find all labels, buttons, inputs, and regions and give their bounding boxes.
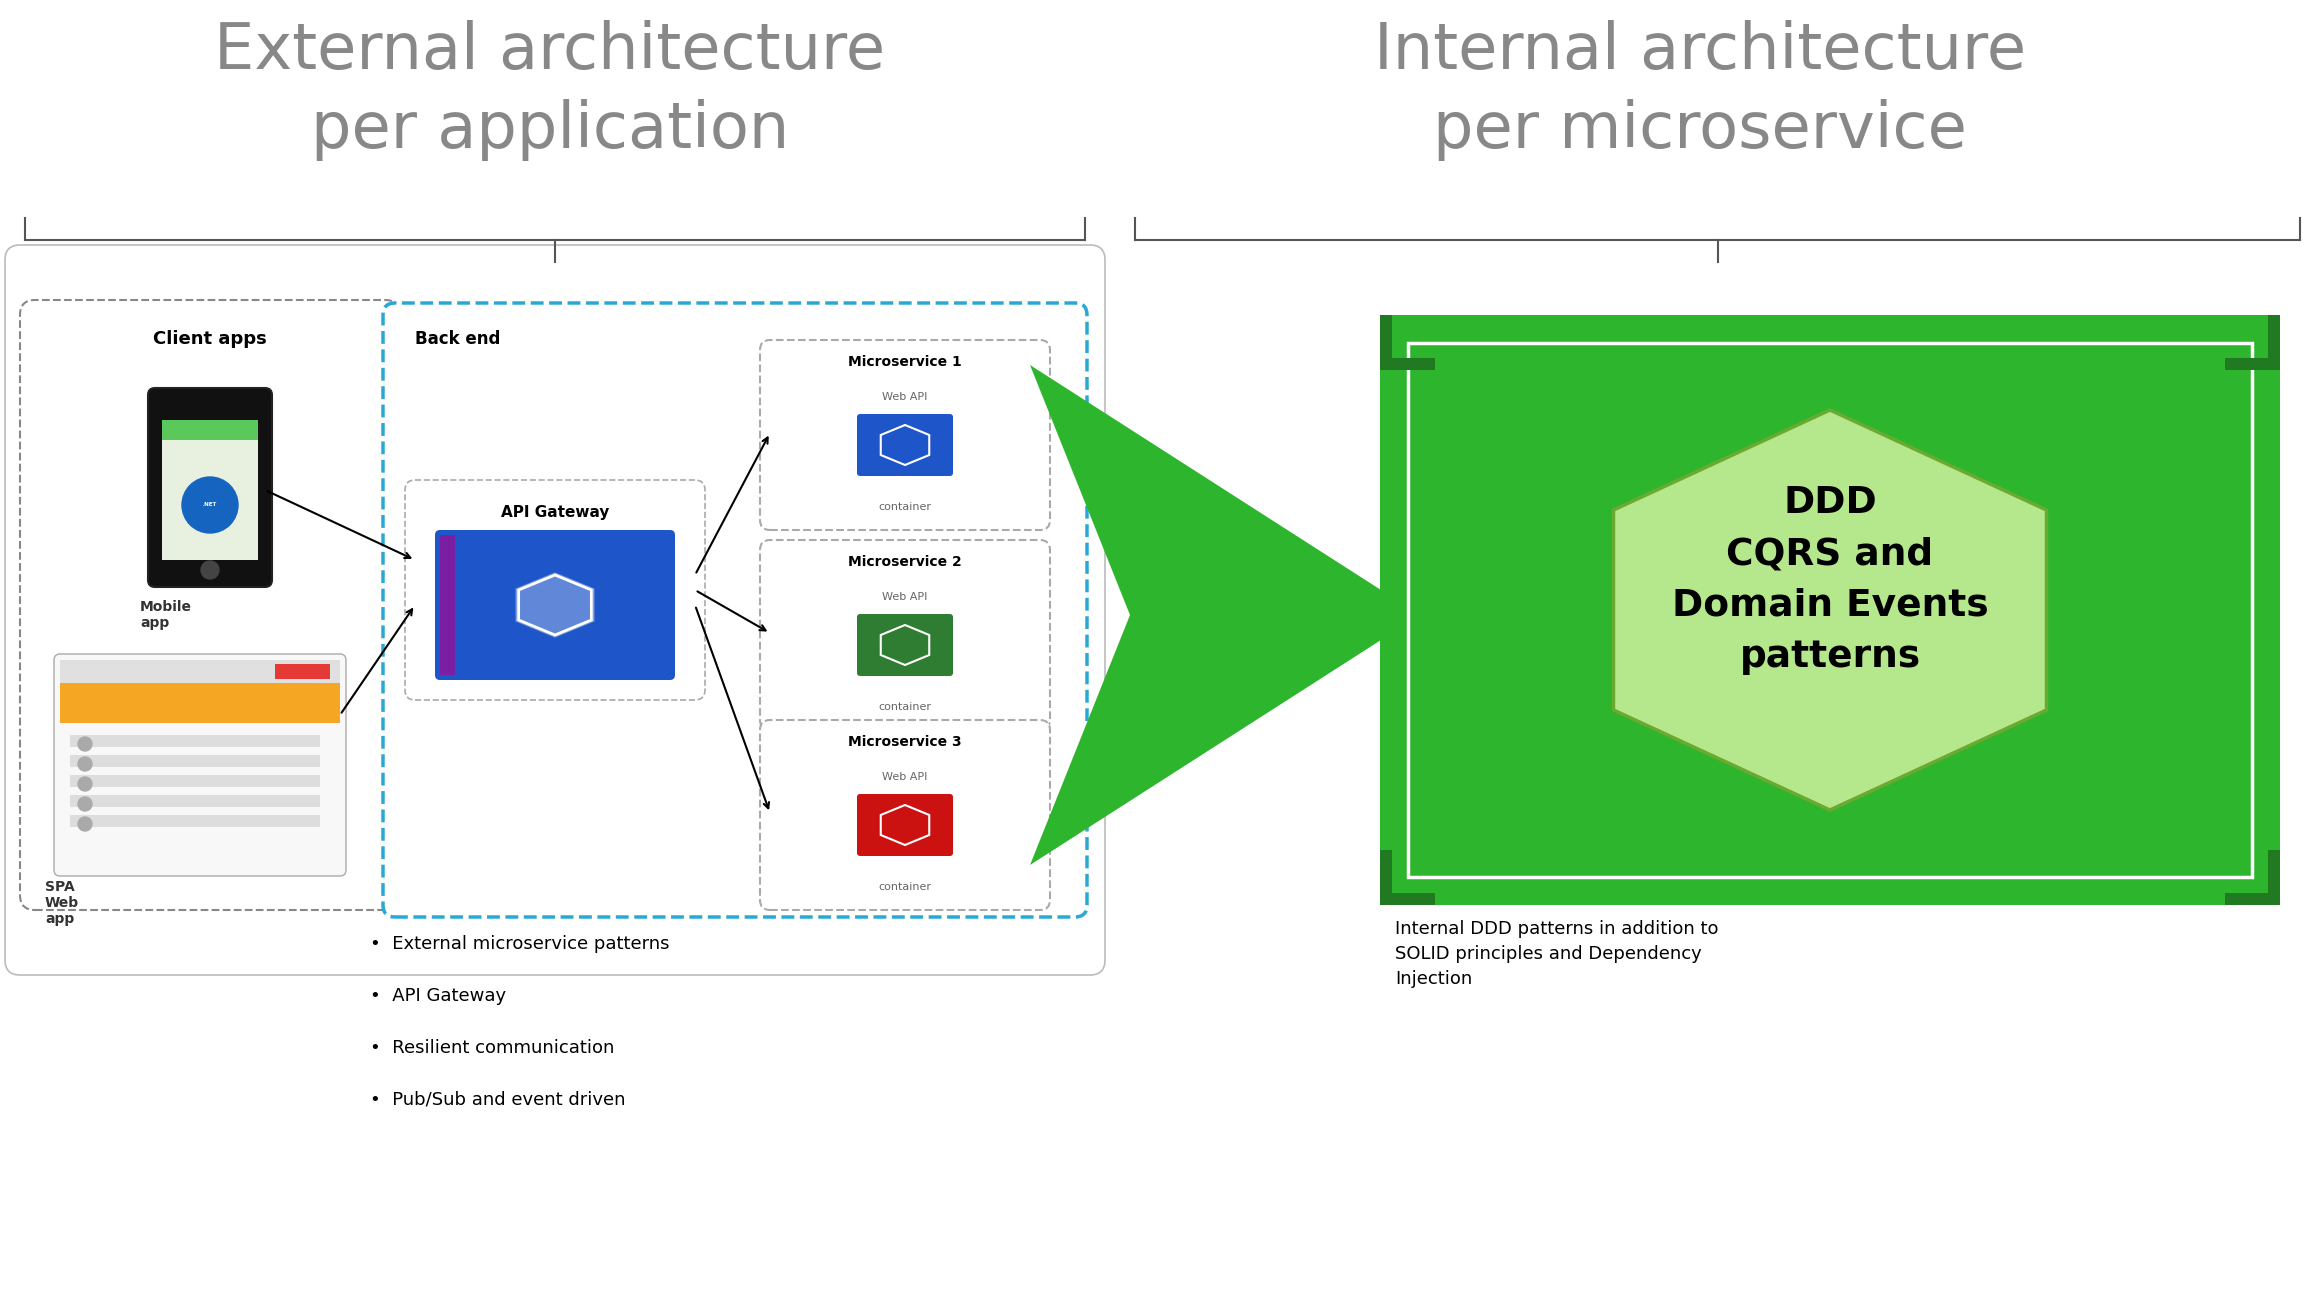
Text: .NET: .NET — [202, 502, 218, 508]
FancyBboxPatch shape — [759, 341, 1049, 530]
Circle shape — [181, 477, 239, 534]
Polygon shape — [515, 572, 594, 637]
Text: container: container — [880, 702, 931, 712]
Text: Microservice 2: Microservice 2 — [847, 556, 961, 569]
FancyBboxPatch shape — [1381, 315, 1393, 370]
FancyBboxPatch shape — [2268, 315, 2279, 370]
Text: API Gateway: API Gateway — [501, 505, 608, 521]
FancyBboxPatch shape — [162, 420, 258, 440]
Text: Back end: Back end — [415, 330, 501, 348]
Text: Client apps: Client apps — [153, 330, 267, 348]
FancyBboxPatch shape — [759, 720, 1049, 910]
FancyBboxPatch shape — [856, 614, 954, 676]
FancyBboxPatch shape — [2226, 894, 2279, 905]
FancyBboxPatch shape — [1381, 850, 1393, 905]
Text: Microservice 3: Microservice 3 — [847, 736, 961, 749]
Circle shape — [79, 796, 93, 811]
FancyBboxPatch shape — [21, 300, 399, 910]
Text: Internal DDD patterns in addition to
SOLID principles and Dependency
Injection: Internal DDD patterns in addition to SOL… — [1395, 919, 1718, 988]
FancyBboxPatch shape — [70, 795, 320, 807]
Text: •  External microservice patterns: • External microservice patterns — [369, 935, 668, 953]
Text: •  Resilient communication: • Resilient communication — [369, 1039, 615, 1057]
FancyBboxPatch shape — [1381, 315, 2279, 905]
FancyBboxPatch shape — [162, 420, 258, 559]
FancyBboxPatch shape — [856, 414, 954, 477]
Circle shape — [202, 561, 218, 579]
FancyBboxPatch shape — [60, 660, 339, 682]
FancyBboxPatch shape — [856, 794, 954, 856]
Text: Web API: Web API — [882, 592, 928, 602]
Text: Web API: Web API — [882, 772, 928, 782]
Text: External architecture
per application: External architecture per application — [214, 19, 887, 161]
FancyBboxPatch shape — [5, 245, 1105, 975]
Text: Web API: Web API — [882, 392, 928, 401]
FancyBboxPatch shape — [70, 774, 320, 787]
FancyBboxPatch shape — [149, 388, 272, 587]
FancyBboxPatch shape — [404, 480, 706, 701]
FancyBboxPatch shape — [2268, 850, 2279, 905]
Circle shape — [79, 737, 93, 751]
Circle shape — [79, 758, 93, 771]
Text: Mobile
app: Mobile app — [139, 600, 193, 631]
Text: container: container — [880, 502, 931, 512]
FancyBboxPatch shape — [70, 755, 320, 767]
FancyBboxPatch shape — [1381, 357, 1434, 370]
Circle shape — [79, 817, 93, 831]
Text: Microservice 1: Microservice 1 — [847, 355, 961, 369]
Polygon shape — [1031, 365, 1420, 865]
Polygon shape — [1613, 411, 2047, 809]
Text: DDD
CQRS and
Domain Events
patterns: DDD CQRS and Domain Events patterns — [1671, 484, 1989, 675]
FancyBboxPatch shape — [53, 654, 346, 875]
FancyBboxPatch shape — [441, 535, 455, 675]
FancyBboxPatch shape — [70, 736, 320, 747]
FancyBboxPatch shape — [759, 540, 1049, 730]
Circle shape — [79, 777, 93, 791]
FancyBboxPatch shape — [434, 530, 675, 680]
FancyBboxPatch shape — [274, 664, 330, 679]
Text: SPA
Web
app: SPA Web app — [44, 881, 79, 926]
Text: Internal architecture
per microservice: Internal architecture per microservice — [1374, 19, 2026, 161]
Text: container: container — [880, 882, 931, 892]
FancyBboxPatch shape — [70, 815, 320, 828]
Text: •  API Gateway: • API Gateway — [369, 987, 506, 1005]
FancyBboxPatch shape — [1381, 894, 1434, 905]
FancyBboxPatch shape — [60, 682, 339, 723]
Text: •  Pub/Sub and event driven: • Pub/Sub and event driven — [369, 1090, 624, 1109]
FancyBboxPatch shape — [2226, 357, 2279, 370]
FancyBboxPatch shape — [383, 303, 1086, 917]
